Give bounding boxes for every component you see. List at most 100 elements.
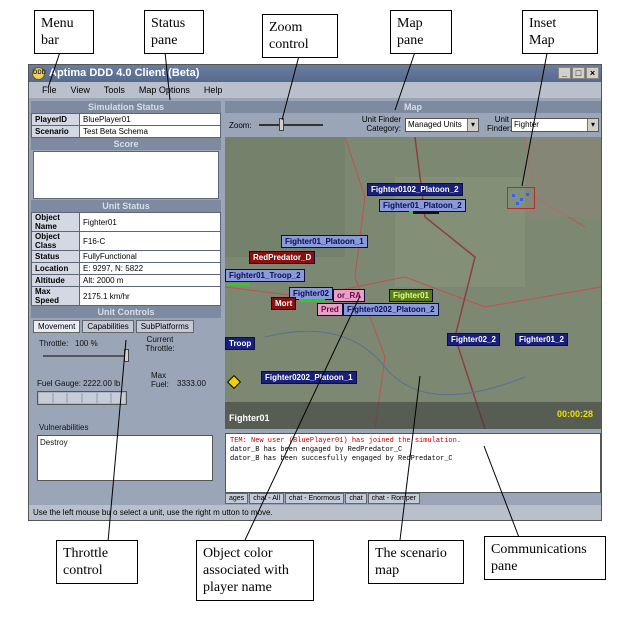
comm-message: dator_B has been engaged by RedPredator_… (230, 446, 403, 454)
status-value: FullyFunctional (79, 250, 221, 263)
vulnerabilities-list[interactable]: Destroy (37, 435, 213, 481)
tab-chat-enormous[interactable]: chat - Enormous (285, 493, 345, 504)
map-unit-label[interactable]: Mort (271, 297, 297, 310)
object-class-label: Object Class (31, 231, 80, 251)
table-row: Location E: 9297, N: 5822 (31, 262, 221, 275)
map-unit-label[interactable]: Fighter01_Platoon_1 (281, 235, 368, 248)
maximize-icon[interactable]: □ (572, 67, 585, 79)
tab-chat-romper[interactable]: chat - Romper (367, 493, 420, 504)
map-unit-label[interactable]: Fighter02_2 (447, 333, 500, 346)
selected-unit-label: Fighter01 (229, 413, 270, 423)
map-unit-label[interactable]: Fighter0102_Platoon_2 (367, 183, 463, 196)
map-unit-label[interactable]: Fighter01 (389, 289, 434, 302)
menu-bar: File View Tools Map Options Help (29, 82, 601, 98)
menu-view[interactable]: View (70, 85, 90, 95)
movement-controls: Throttle: 100 % Current Throttle: Fuel G… (31, 335, 221, 485)
location-label: Location (31, 262, 80, 275)
map-unit-label[interactable]: or_RA (333, 289, 366, 302)
menu-tools[interactable]: Tools (103, 85, 125, 95)
zoom-slider-track[interactable] (259, 124, 323, 126)
max-fuel-label: Max Fuel: (151, 371, 169, 389)
callout-communications-pane: Communications pane (484, 536, 606, 580)
map-header: Map (225, 101, 601, 113)
window-title: Aptima DDD 4.0 Client (Beta) (49, 67, 200, 79)
close-icon[interactable]: × (586, 67, 599, 79)
scenario-value: Test Beta Schema (79, 125, 221, 138)
table-row: PlayerID BluePlayer01 (31, 113, 221, 126)
communications-tabs: ages chat - All chat - Enormous chat cha… (225, 493, 420, 504)
unit-finder-label: Unit Finder: (487, 115, 512, 133)
communications-pane[interactable]: TEM: New user (BluePlayer01) has joined … (225, 433, 601, 493)
inset-map[interactable] (507, 187, 535, 209)
callout-map-pane: Map pane (390, 10, 452, 54)
menu-help[interactable]: Help (203, 85, 223, 95)
map-unit-label[interactable]: Fighter01_2 (515, 333, 568, 346)
object-name-value: Fighter01 (79, 212, 221, 232)
callout-throttle-control: Throttle control (56, 540, 138, 584)
tab-chat[interactable]: chat (345, 493, 367, 504)
unit-status-table: Object Name Fighter01 Object Class F16-C S… (31, 212, 221, 306)
throttle-slider-track[interactable] (43, 355, 127, 357)
tab-movement[interactable]: Movement (33, 320, 81, 333)
table-row: Status FullyFunctional (31, 250, 221, 263)
comm-message: dator_B has been succesfully engaged by … (230, 455, 453, 463)
map-unit-label[interactable]: Pred (317, 303, 343, 316)
map-unit-label[interactable]: Fighter01_Troop_2 (225, 269, 305, 282)
vulnerabilities-label: Vulnerabilities (39, 423, 89, 432)
status-pane: Simulation Status PlayerID BluePlayer01 … (31, 101, 221, 506)
map-unit-label[interactable]: Fighter0202_Platoon_1 (261, 371, 357, 384)
scenario-label: Scenario (31, 125, 80, 138)
callout-object-color: Object color associated with player name (196, 540, 314, 601)
altitude-label: Altitude (31, 274, 80, 287)
current-throttle-label: Current Throttle: (145, 335, 175, 353)
unit-finder-category-label: Unit Finder Category: (361, 115, 401, 133)
throttle-value: 100 % (75, 339, 98, 348)
max-speed-value: 2175.1 km/hr (79, 286, 221, 306)
minimize-icon[interactable]: _ (558, 67, 571, 79)
tab-chat-all[interactable]: chat - All (249, 493, 285, 504)
altitude-value: Alt: 2000 m (79, 274, 221, 287)
map-unit-label[interactable]: Troop (225, 337, 256, 350)
status-label: Status (31, 250, 80, 263)
app-logo-icon: DDD (32, 67, 46, 80)
table-row: Object Name Fighter01 (31, 212, 221, 232)
title-bar: DDD Aptima DDD 4.0 Client (Beta) _ □ × (29, 65, 601, 82)
list-item: Destroy (40, 438, 68, 447)
tab-capabilities[interactable]: Capabilities (82, 320, 134, 333)
callout-zoom-control: Zoom control (262, 14, 338, 58)
unit-finder-select[interactable]: Fighter (511, 118, 599, 132)
zoom-slider-thumb[interactable] (279, 118, 284, 131)
menu-map-options[interactable]: Map Options (138, 85, 190, 95)
map-unit-label[interactable]: Fighter0202_Platoon_2 (343, 303, 439, 316)
max-fuel-value: 3333.00 (177, 379, 206, 388)
zoom-label: Zoom: (229, 121, 252, 130)
menu-file[interactable]: File (42, 85, 57, 95)
score-header: Score (31, 138, 221, 150)
score-box (33, 151, 219, 199)
unit-finder-category-select[interactable]: Managed Units (405, 118, 479, 132)
throttle-slider-thumb[interactable] (124, 349, 129, 362)
table-row: Object Class F16-C (31, 231, 221, 251)
unit-controls-header: Unit Controls (31, 306, 221, 318)
tab-messages[interactable]: ages (225, 493, 249, 504)
callout-status-pane: Status pane (144, 10, 204, 54)
table-row: Scenario Test Beta Schema (31, 125, 221, 138)
comm-message: TEM: New user (BluePlayer01) has joined … (230, 437, 462, 445)
map-toolbar: Zoom: Unit Finder Category: Managed Unit… (225, 113, 601, 137)
map-unit-label[interactable]: RedPredator_D (249, 251, 316, 264)
callout-scenario-map: The scenario map (368, 540, 464, 584)
callout-menu-bar: Menu bar (34, 10, 94, 54)
max-speed-label: Max Speed (31, 286, 80, 306)
tab-subplatforms[interactable]: SubPlatforms (135, 320, 194, 333)
fuel-gauge-label: Fuel Gauge: (37, 379, 82, 388)
callout-inset-map: Inset Map (522, 10, 598, 54)
object-name-label: Object Name (31, 212, 80, 232)
fuel-gauge-value: 2222.00 lb (83, 379, 121, 388)
map-clock: 00:00:28 (556, 409, 593, 419)
scenario-map[interactable]: Fighter0102_Platoon_2 Fighter01_Platoon_… (225, 137, 601, 429)
table-row: Altitude Alt: 2000 m (31, 274, 221, 287)
map-pane: Map Zoom: Unit Finder Category: Managed … (225, 101, 601, 506)
throttle-label: Throttle: (39, 339, 69, 348)
simulation-status-header: Simulation Status (31, 101, 221, 113)
simulation-status-table: PlayerID BluePlayer01 Scenario Test Beta… (31, 113, 221, 138)
